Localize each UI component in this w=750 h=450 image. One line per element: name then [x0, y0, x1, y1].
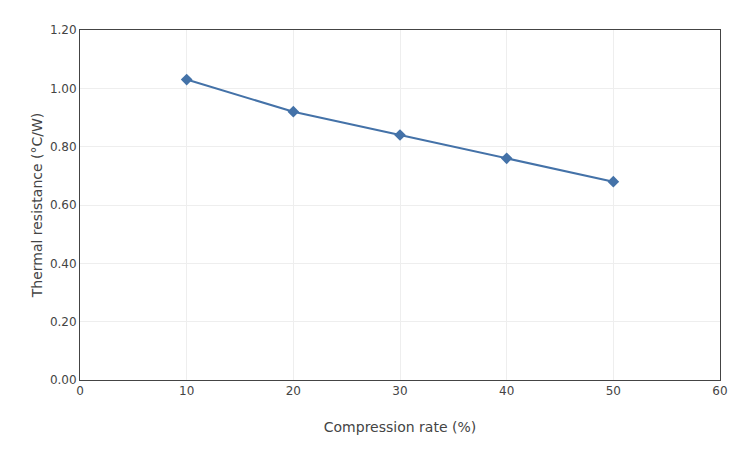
svg-text:Thermal resistance (°C/W): Thermal resistance (°C/W)	[29, 113, 45, 299]
svg-text:0.40: 0.40	[50, 257, 77, 271]
svg-text:0.80: 0.80	[50, 140, 77, 154]
svg-text:10: 10	[179, 384, 194, 398]
svg-text:30: 30	[392, 384, 407, 398]
svg-text:20: 20	[286, 384, 301, 398]
svg-text:40: 40	[499, 384, 514, 398]
svg-text:1.20: 1.20	[50, 23, 77, 37]
svg-text:0: 0	[76, 384, 84, 398]
svg-text:1.00: 1.00	[50, 82, 77, 96]
svg-text:0.60: 0.60	[50, 198, 77, 212]
svg-text:0.20: 0.20	[50, 315, 77, 329]
svg-text:0.00: 0.00	[50, 373, 77, 387]
svg-text:60: 60	[712, 384, 727, 398]
svg-text:Compression rate (%): Compression rate (%)	[324, 419, 476, 435]
svg-text:50: 50	[606, 384, 621, 398]
